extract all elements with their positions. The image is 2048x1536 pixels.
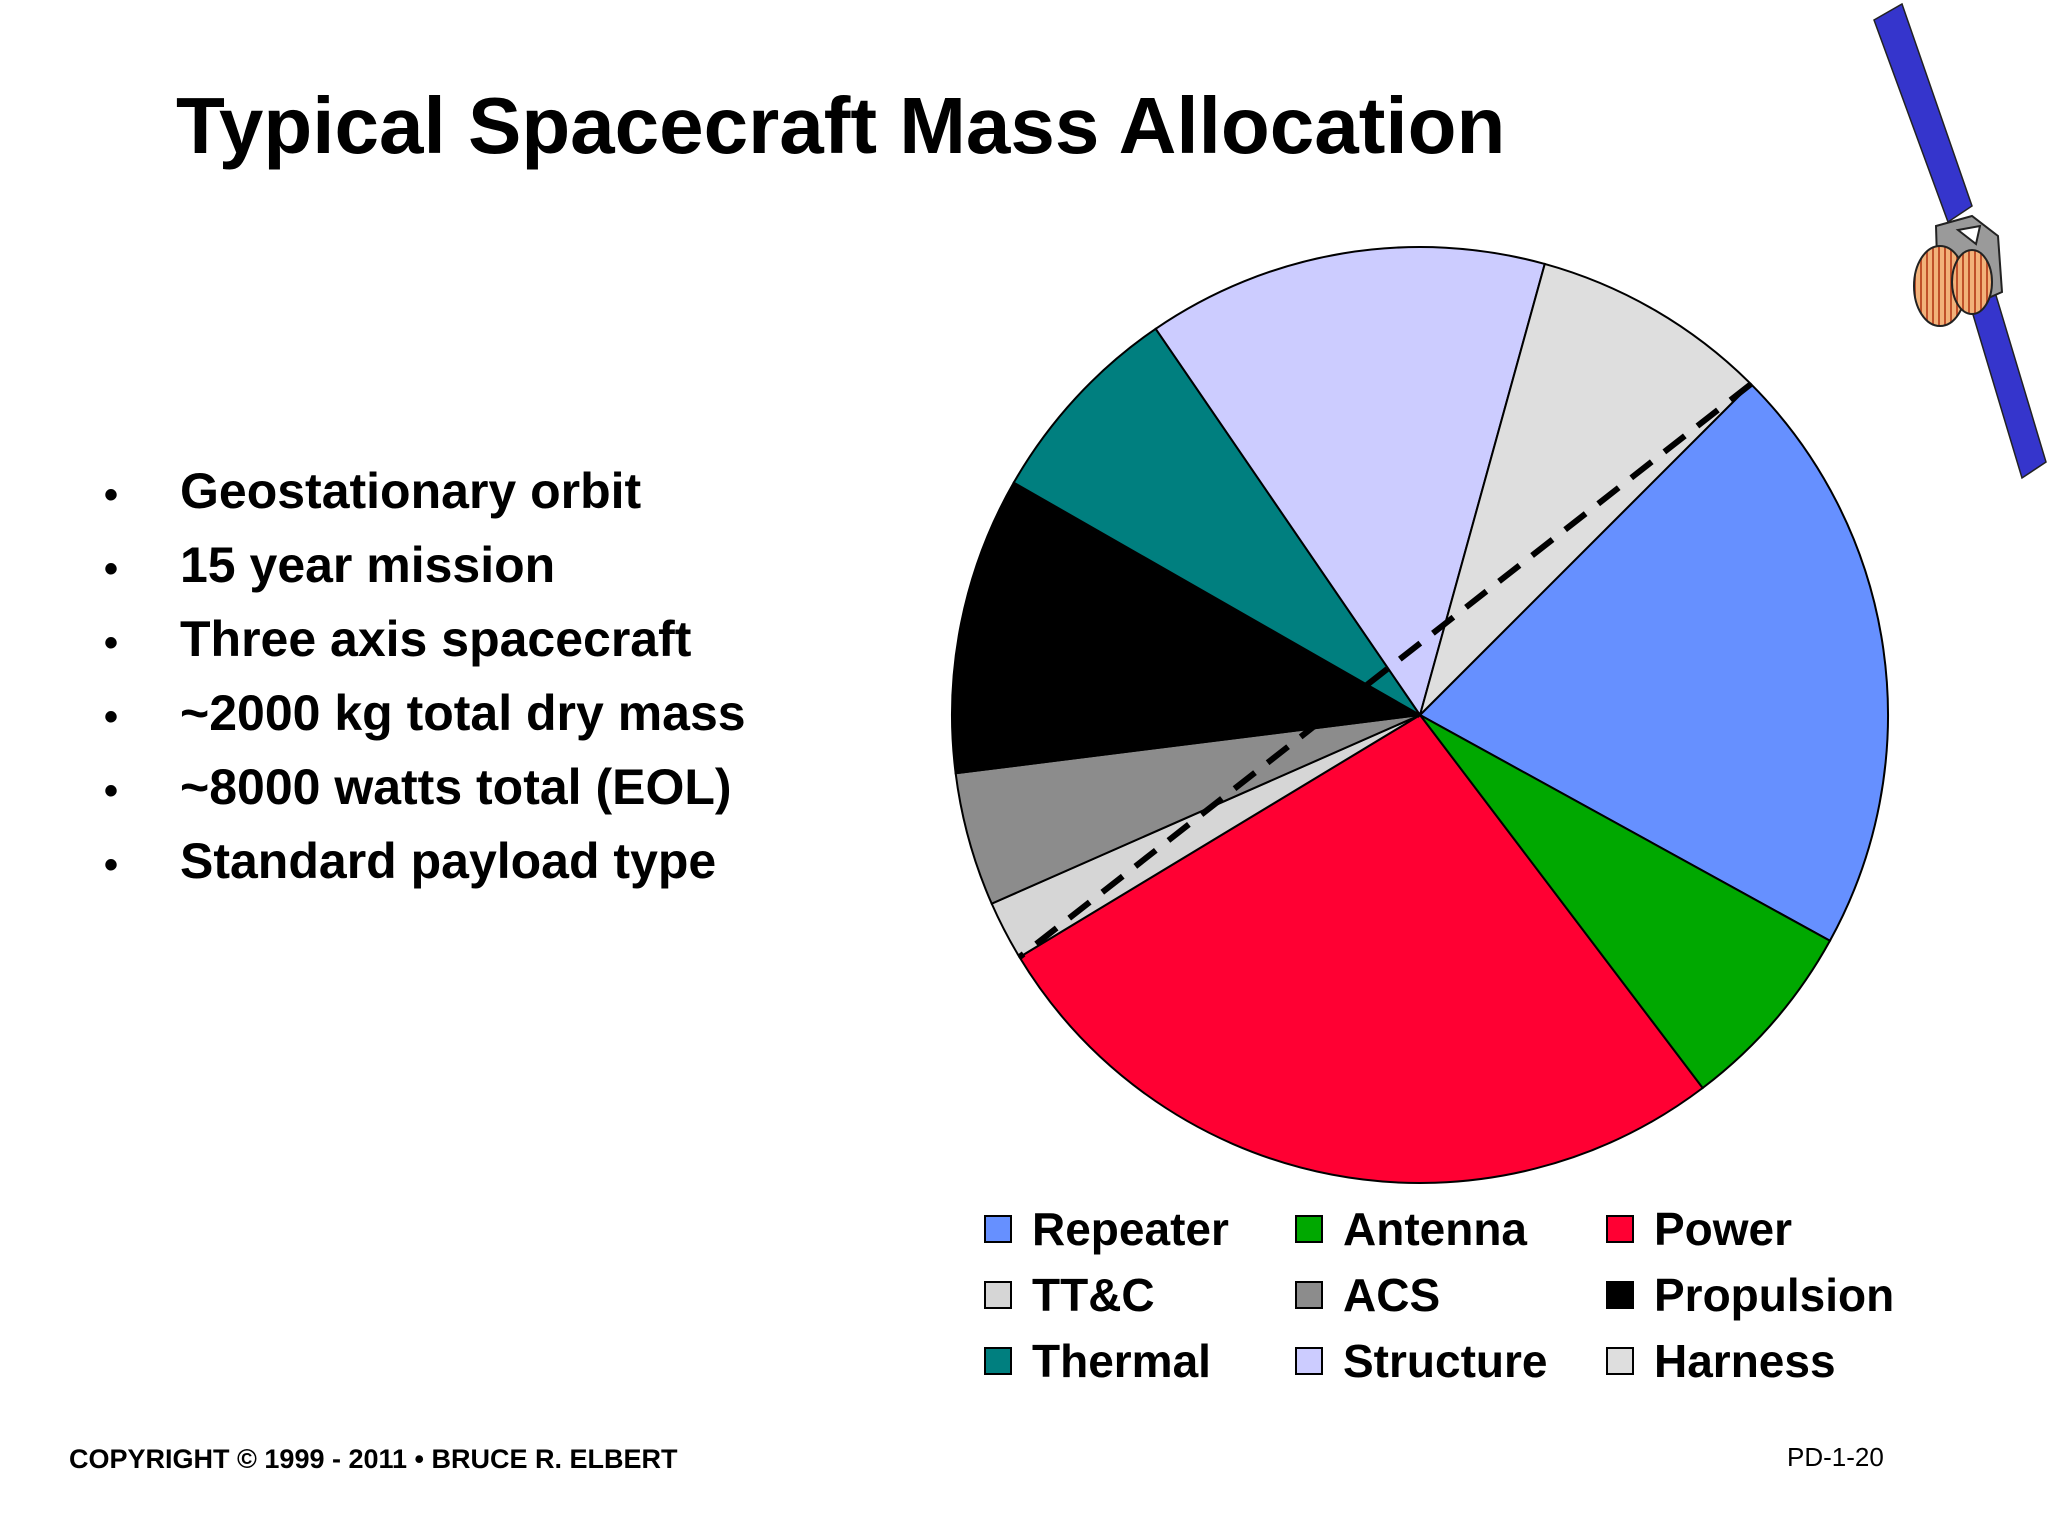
bullet-list: • Geostationary orbit • 15 year mission • T… bbox=[104, 462, 746, 906]
legend-item-propulsion: Propulsion bbox=[1606, 1262, 1917, 1328]
legend-swatch bbox=[1295, 1281, 1323, 1309]
legend-item-harness: Harness bbox=[1606, 1328, 1917, 1394]
pie-slice-structure bbox=[1154, 246, 1546, 718]
legend-label: Repeater bbox=[1032, 1203, 1229, 1255]
legend-item-repeater: Repeater bbox=[984, 1196, 1295, 1262]
page-number: PD-1-20 bbox=[1787, 1442, 1884, 1472]
bullet-marker: • bbox=[104, 769, 119, 813]
pie-slice-thermal bbox=[1012, 327, 1421, 716]
bullet-marker: • bbox=[104, 843, 119, 887]
legend-item-ttc: TT&C bbox=[984, 1262, 1295, 1328]
legend-item-thermal: Thermal bbox=[984, 1328, 1295, 1394]
legend-label: Power bbox=[1654, 1203, 1793, 1255]
legend-swatch bbox=[984, 1281, 1012, 1309]
bullet-item: • Standard payload type bbox=[104, 832, 746, 906]
legend-swatch bbox=[1606, 1215, 1634, 1243]
legend-label: TT&C bbox=[1032, 1269, 1155, 1321]
legend-swatch bbox=[984, 1215, 1012, 1243]
chart-legend: Repeater Antenna Power TT&C ACS Propulsi… bbox=[984, 1196, 1917, 1394]
bullet-marker: • bbox=[104, 547, 119, 591]
bullet-item: • ~2000 kg total dry mass bbox=[104, 684, 746, 758]
legend-label: Harness bbox=[1654, 1335, 1836, 1387]
bullet-text: Geostationary orbit bbox=[180, 463, 642, 519]
bullet-text: Three axis spacecraft bbox=[180, 611, 692, 667]
legend-swatch bbox=[1606, 1281, 1634, 1309]
pie-slices bbox=[951, 246, 1889, 1184]
satellite-icon bbox=[1873, 2, 2047, 480]
bullet-marker: • bbox=[104, 695, 119, 739]
mass-allocation-pie-chart bbox=[951, 246, 1889, 1184]
legend-label: Propulsion bbox=[1654, 1269, 1895, 1321]
bullet-text: ~2000 kg total dry mass bbox=[180, 685, 746, 741]
copyright-footer: COPYRIGHT © 1999 - 2011 • BRUCE R. ELBER… bbox=[69, 1444, 678, 1474]
payload-bus-divider-line bbox=[1017, 381, 1753, 960]
bullet-item: • Three axis spacecraft bbox=[104, 610, 746, 684]
legend-item-antenna: Antenna bbox=[1295, 1196, 1606, 1262]
bullet-item: • 15 year mission bbox=[104, 536, 746, 610]
legend-label: ACS bbox=[1343, 1269, 1441, 1321]
bullet-item: • ~8000 watts total (EOL) bbox=[104, 758, 746, 832]
bullet-text: Standard payload type bbox=[180, 833, 717, 889]
slide-title: Typical Spacecraft Mass Allocation bbox=[176, 81, 1506, 170]
pie-slice-propulsion bbox=[951, 481, 1424, 775]
legend-item-acs: ACS bbox=[1295, 1262, 1606, 1328]
legend-label: Thermal bbox=[1032, 1335, 1211, 1387]
bullet-marker: • bbox=[104, 473, 119, 517]
pie-slice-antenna bbox=[1419, 714, 1832, 1090]
legend-swatch bbox=[1606, 1347, 1634, 1375]
bullet-text: ~8000 watts total (EOL) bbox=[180, 759, 732, 815]
legend-item-power: Power bbox=[1606, 1196, 1917, 1262]
pie-slice-power bbox=[1018, 713, 1705, 1184]
pie-slice-harness bbox=[1418, 262, 1753, 719]
bullet-marker: • bbox=[104, 621, 119, 665]
legend-swatch bbox=[1295, 1215, 1323, 1243]
legend-swatch bbox=[1295, 1347, 1323, 1375]
pie-slice-repeater bbox=[1418, 382, 1889, 943]
legend-label: Antenna bbox=[1343, 1203, 1527, 1255]
bullet-text: 15 year mission bbox=[180, 537, 556, 593]
legend-label: Structure bbox=[1343, 1335, 1548, 1387]
legend-swatch bbox=[984, 1347, 1012, 1375]
legend-item-structure: Structure bbox=[1295, 1328, 1606, 1394]
bullet-item: • Geostationary orbit bbox=[104, 462, 746, 536]
